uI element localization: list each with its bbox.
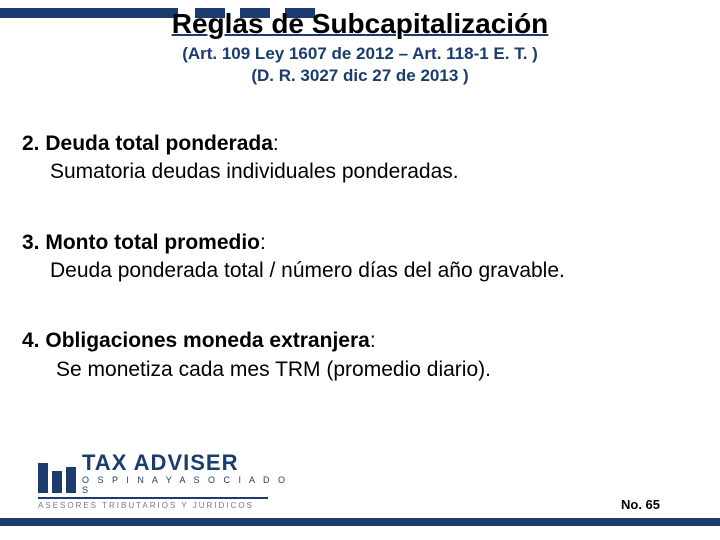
list-item: 3. Monto total promedio: Deuda ponderada… bbox=[22, 229, 682, 286]
item-body: Sumatoria deudas individuales ponderadas… bbox=[22, 158, 682, 186]
item-number: 4. bbox=[22, 329, 40, 352]
page-number: No. 65 bbox=[621, 497, 660, 512]
logo-sub1-text: O S P I N A Y A S O C I A D O S bbox=[82, 475, 298, 495]
logo-main-text: TAX ADVISER bbox=[82, 452, 298, 474]
list-item: 2. Deuda total ponderada: Sumatoria deud… bbox=[22, 130, 682, 187]
slide-subtitle-2: (D. R. 3027 dic 27 de 2013 ) bbox=[100, 66, 620, 86]
item-number: 2. bbox=[22, 132, 40, 155]
item-body: Deuda ponderada total / número días del … bbox=[22, 257, 682, 285]
item-title: Monto total promedio bbox=[45, 231, 260, 254]
item-title: Obligaciones moneda extranjera bbox=[45, 329, 369, 352]
footer-bar bbox=[0, 518, 720, 526]
logo-sub2-text: ASESORES TRIBUTARIOS Y JURIDICOS bbox=[38, 501, 298, 510]
slide-title: Reglas de Subcapitalización bbox=[100, 8, 620, 40]
list-item: 4. Obligaciones moneda extranjera: Se mo… bbox=[22, 327, 682, 384]
item-body: Se monetiza cada mes TRM (promedio diari… bbox=[22, 356, 682, 384]
logo-bars-icon bbox=[38, 463, 76, 493]
item-heading: 4. Obligaciones moneda extranjera: bbox=[22, 329, 376, 352]
item-heading: 3. Monto total promedio: bbox=[22, 231, 266, 254]
item-number: 3. bbox=[22, 231, 40, 254]
company-logo: TAX ADVISER O S P I N A Y A S O C I A D … bbox=[38, 452, 298, 510]
slide-subtitle-1: (Art. 109 Ley 1607 de 2012 – Art. 118-1 … bbox=[100, 44, 620, 64]
item-heading: 2. Deuda total ponderada: bbox=[22, 132, 279, 155]
logo-divider bbox=[38, 497, 268, 499]
item-title: Deuda total ponderada bbox=[45, 132, 273, 155]
content-area: 2. Deuda total ponderada: Sumatoria deud… bbox=[22, 130, 682, 426]
